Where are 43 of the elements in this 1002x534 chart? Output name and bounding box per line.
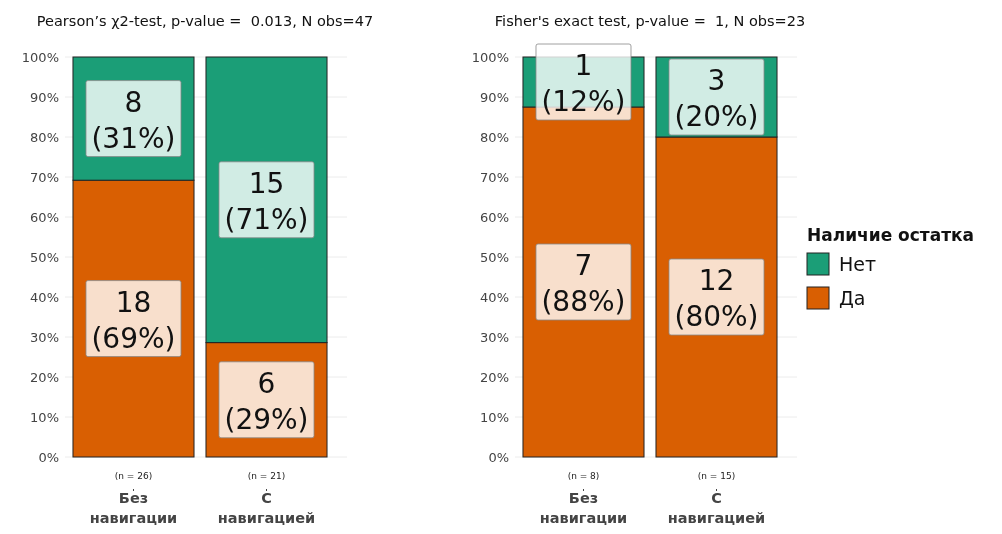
- x-tick-label: С навигацией: [667, 490, 766, 526]
- y-tick-label: 90%: [480, 89, 509, 105]
- data-label: 15 (71%): [224, 166, 309, 236]
- chart-title: Fisher's exact test, p-value = 1, N obs=23: [494, 13, 806, 29]
- y-tick-label: 70%: [480, 169, 509, 185]
- legend-label: Нет: [839, 252, 877, 275]
- y-tick-label: 30%: [30, 329, 59, 345]
- y-tick-label: 60%: [30, 209, 59, 225]
- y-tick-label: 10%: [480, 409, 509, 425]
- legend-label: Да: [839, 286, 866, 309]
- annotation: (n = 8): [567, 471, 600, 481]
- data-label: 3 (20%): [674, 64, 759, 133]
- y-tick-label: 0%: [38, 449, 59, 465]
- data-label: 8 (31%): [91, 85, 176, 155]
- x-tick-label: Без навигации: [539, 490, 628, 526]
- y-tick-label: 80%: [30, 129, 59, 145]
- x-tick-label: С навигацией: [217, 490, 316, 526]
- y-tick-label: 0%: [488, 449, 509, 465]
- y-tick-label: 70%: [30, 169, 59, 185]
- y-tick-label: 50%: [30, 249, 59, 265]
- annotation: (n = 26): [114, 471, 153, 481]
- y-tick-label: 80%: [480, 129, 509, 145]
- data-label: 7 (88%): [541, 249, 626, 318]
- data-label: 1 (12%): [541, 49, 626, 118]
- annotation: (n = 21): [247, 471, 286, 481]
- y-tick-label: 40%: [30, 289, 59, 305]
- y-tick-label: 50%: [480, 249, 509, 265]
- data-label: 12 (80%): [674, 264, 759, 333]
- y-tick-label: 90%: [30, 89, 59, 105]
- y-tick-label: 100%: [471, 49, 509, 65]
- legend-title: Наличие остатка: [807, 225, 975, 245]
- annotation: (n = 15): [697, 471, 736, 481]
- chart-title: Pearson’s χ2-test, p-value = 0.013, N obs=47: [36, 13, 374, 29]
- y-tick-label: 10%: [30, 409, 59, 425]
- y-tick-label: 100%: [21, 49, 59, 65]
- y-tick-label: 20%: [30, 369, 59, 385]
- y-tick-label: 30%: [480, 329, 509, 345]
- y-tick-label: 40%: [480, 289, 509, 305]
- x-tick-label: Без навигации: [89, 490, 178, 526]
- y-tick-label: 20%: [480, 369, 509, 385]
- y-tick-label: 60%: [480, 209, 509, 225]
- data-label: 6 (29%): [224, 366, 309, 436]
- data-label: 18 (69%): [91, 285, 176, 355]
